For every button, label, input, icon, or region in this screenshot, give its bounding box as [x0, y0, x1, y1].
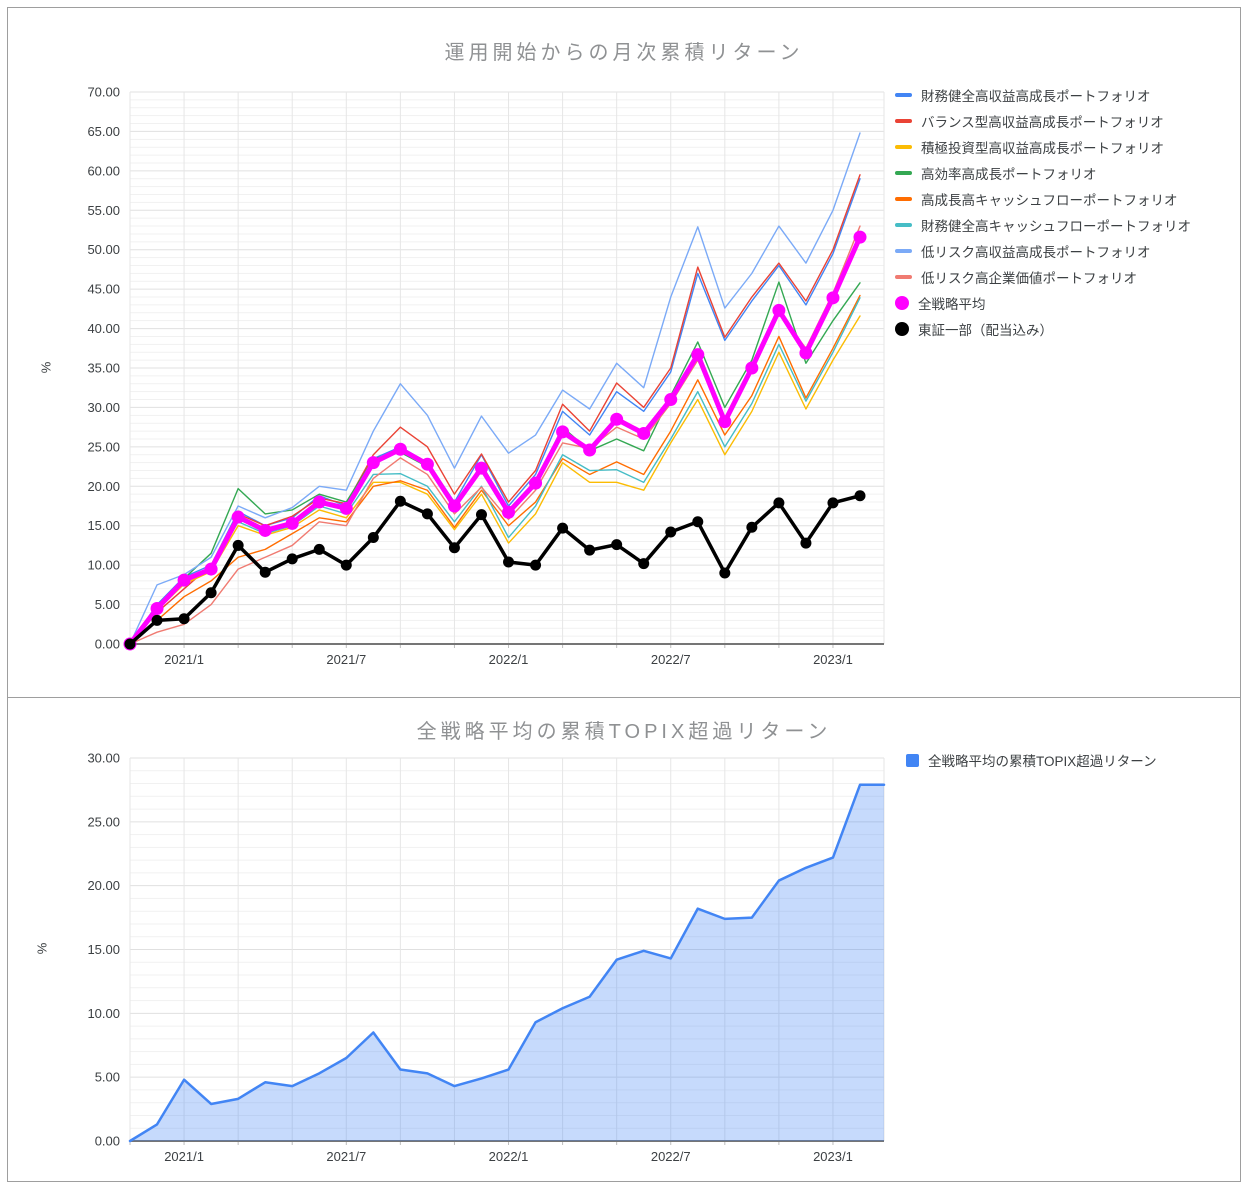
legend-swatch-icon — [895, 145, 912, 149]
y-tick-label: 35.00 — [87, 361, 120, 376]
legend-swatch-icon — [895, 197, 912, 201]
y-tick-label: 60.00 — [87, 163, 120, 178]
x-tick-label: 2023/1 — [813, 1149, 853, 1164]
x-tick-label: 2022/1 — [489, 652, 529, 667]
x-tick-label: 2021/1 — [164, 1149, 204, 1164]
topix-excess-return-chart[interactable]: 0.00 5.00 10.00 15.00 20.00 25.00 30.00 2021/1 2… — [8, 698, 888, 1180]
legend-item[interactable]: 積極投資型高収益高成長ポートフォリオ — [895, 138, 1191, 156]
chart2-y-axis-title: % — [34, 942, 50, 955]
legend-item[interactable]: 東証一部（配当込み） — [895, 320, 1191, 338]
legend-label: 東証一部（配当込み） — [918, 323, 1053, 338]
y-tick-label: 0.00 — [95, 637, 120, 652]
legend-item[interactable]: 低リスク高収益高成長ポートフォリオ — [895, 242, 1191, 260]
y-tick-label: 50.00 — [87, 242, 120, 257]
legend-label: 全戦略平均の累積TOPIX超過リターン — [928, 754, 1157, 769]
y-tick-label: 0.00 — [95, 1134, 120, 1149]
y-tick-label: 10.00 — [87, 558, 120, 573]
monthly-cumulative-return-panel: 運用開始からの月次累積リターン 0.00 5.00 10.00 15.00 20.00 2… — [8, 8, 1240, 698]
legend-label: 高成長高キャッシュフローポートフォリオ — [921, 193, 1178, 208]
x-tick-label: 2021/7 — [326, 652, 366, 667]
charts-frame: 運用開始からの月次累積リターン 0.00 5.00 10.00 15.00 20.00 2… — [7, 7, 1241, 1182]
legend-label: バランス型高収益高成長ポートフォリオ — [921, 115, 1164, 130]
y-tick-label: 5.00 — [95, 597, 120, 612]
legend-item[interactable]: 全戦略平均の累積TOPIX超過リターン — [906, 751, 1157, 769]
monthly-cumulative-return-chart[interactable]: 0.00 5.00 10.00 15.00 20.00 25.00 30.00 35.00 40… — [8, 8, 888, 697]
x-tick-label: 2022/7 — [651, 652, 691, 667]
y-tick-label: 30.00 — [87, 400, 120, 415]
y-tick-label: 55.00 — [87, 203, 120, 218]
y-tick-label: 15.00 — [87, 942, 120, 957]
y-tick-label: 10.00 — [87, 1006, 120, 1021]
legend-swatch-icon — [895, 93, 912, 97]
y-tick-label: 45.00 — [87, 282, 120, 297]
legend-item[interactable]: 全戦略平均 — [895, 294, 1191, 312]
legend-swatch-icon — [906, 753, 919, 767]
legend-swatch-icon — [895, 171, 912, 175]
legend-label: 財務健全高収益高成長ポートフォリオ — [921, 89, 1151, 104]
y-tick-label: 20.00 — [87, 878, 120, 893]
y-tick-label: 65.00 — [87, 124, 120, 139]
chart1-y-axis-title: % — [38, 361, 54, 374]
legend-item[interactable]: 高効率高成長ポートフォリオ — [895, 164, 1191, 182]
legend-label: 低リスク高収益高成長ポートフォリオ — [921, 245, 1151, 260]
chart2-title: 全戦略平均の累積TOPIX超過リターン — [416, 721, 832, 743]
legend-label: 財務健全高キャッシュフローポートフォリオ — [921, 219, 1191, 234]
y-tick-label: 20.00 — [87, 479, 120, 494]
legend-item[interactable]: 財務健全高収益高成長ポートフォリオ — [895, 86, 1191, 104]
legend-swatch-icon — [895, 223, 912, 227]
x-tick-label: 2023/1 — [813, 652, 853, 667]
legend-swatch-icon — [895, 322, 909, 336]
legend-swatch-icon — [895, 249, 912, 253]
legend-item[interactable]: バランス型高収益高成長ポートフォリオ — [895, 112, 1191, 130]
legend-swatch-icon — [895, 119, 912, 123]
y-tick-label: 40.00 — [87, 321, 120, 336]
legend-label: 低リスク高企業価値ポートフォリオ — [921, 271, 1137, 286]
x-tick-label: 2021/7 — [326, 1149, 366, 1164]
y-tick-label: 70.00 — [87, 85, 120, 100]
x-tick-label: 2021/1 — [164, 652, 204, 667]
chart2-legend: 全戦略平均の累積TOPIX超過リターン — [906, 751, 1157, 777]
y-tick-label: 30.00 — [87, 751, 120, 766]
legend-label: 積極投資型高収益高成長ポートフォリオ — [921, 141, 1164, 156]
topix-excess-return-panel: 全戦略平均の累積TOPIX超過リターン 0.00 5.00 10.00 15.00 20… — [8, 698, 1240, 1180]
legend-label: 高効率高成長ポートフォリオ — [921, 167, 1097, 182]
legend-item[interactable]: 財務健全高キャッシュフローポートフォリオ — [895, 216, 1191, 234]
y-tick-label: 5.00 — [95, 1070, 120, 1085]
legend-label: 全戦略平均 — [918, 297, 986, 312]
x-tick-label: 2022/7 — [651, 1149, 691, 1164]
legend-swatch-icon — [895, 275, 912, 279]
y-tick-label: 25.00 — [87, 814, 120, 829]
legend-swatch-icon — [895, 296, 909, 310]
y-tick-label: 15.00 — [87, 518, 120, 533]
legend-item[interactable]: 低リスク高企業価値ポートフォリオ — [895, 268, 1191, 286]
chart1-legend: 財務健全高収益高成長ポートフォリオ バランス型高収益高成長ポートフォリオ 積極投資型… — [895, 86, 1191, 346]
y-tick-label: 25.00 — [87, 439, 120, 454]
chart1-title: 運用開始からの月次累積リターン — [444, 42, 804, 64]
legend-item[interactable]: 高成長高キャッシュフローポートフォリオ — [895, 190, 1191, 208]
x-tick-label: 2022/1 — [489, 1149, 529, 1164]
